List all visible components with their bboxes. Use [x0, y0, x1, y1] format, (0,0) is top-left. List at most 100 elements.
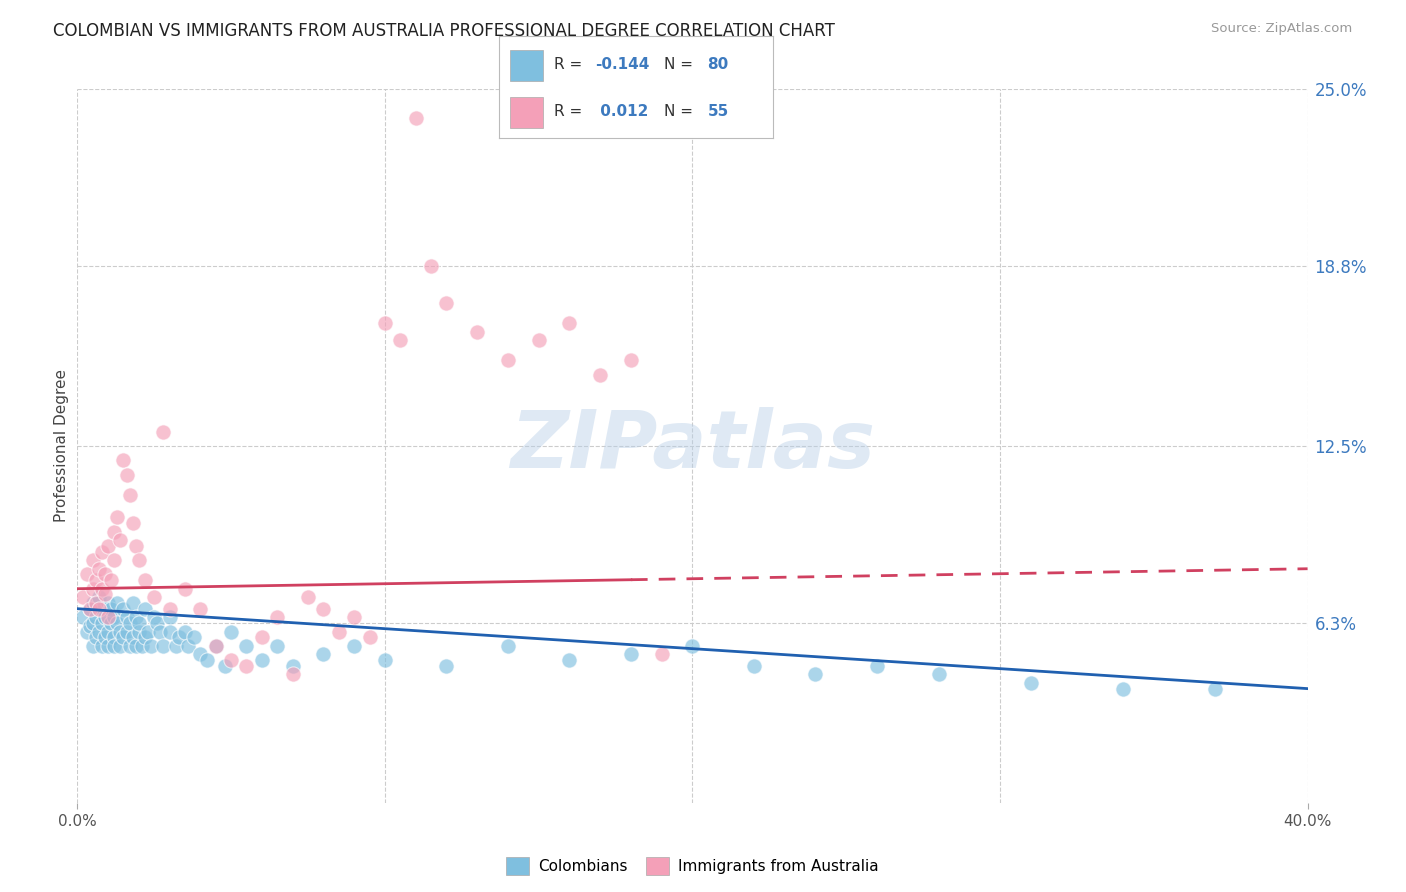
Point: [100, 601, 122, 615]
Point: [682, 639, 704, 653]
Point: [115, 624, 138, 639]
Point: [496, 639, 519, 653]
Point: [328, 624, 350, 639]
Point: [112, 630, 135, 644]
Point: [143, 610, 166, 624]
Point: [110, 639, 132, 653]
Point: [94, 567, 117, 582]
Point: [103, 630, 125, 644]
Text: N =: N =: [664, 104, 697, 120]
Point: [167, 630, 190, 644]
Point: [121, 596, 143, 610]
Point: [235, 639, 257, 653]
Point: [195, 653, 218, 667]
Point: [496, 353, 519, 368]
Point: [1204, 681, 1226, 696]
Point: [115, 467, 138, 482]
Point: [143, 591, 166, 605]
Point: [82, 553, 104, 567]
Point: [136, 624, 159, 639]
Point: [214, 658, 236, 673]
Point: [141, 639, 163, 653]
Point: [219, 624, 242, 639]
Point: [374, 316, 396, 330]
Point: [343, 610, 366, 624]
Point: [94, 587, 117, 601]
Point: [1019, 676, 1042, 690]
Point: [152, 639, 174, 653]
Point: [90, 582, 114, 596]
Point: [188, 601, 212, 615]
Text: N =: N =: [664, 57, 697, 72]
Point: [90, 615, 114, 630]
Point: [87, 591, 110, 605]
Point: [100, 615, 122, 630]
Point: [343, 639, 366, 653]
Point: [589, 368, 612, 382]
Point: [558, 316, 581, 330]
Point: [742, 658, 765, 673]
Point: [174, 582, 197, 596]
Point: [87, 562, 110, 576]
Point: [110, 624, 132, 639]
Point: [118, 487, 141, 501]
Point: [84, 596, 107, 610]
Point: [928, 667, 950, 681]
Point: [90, 544, 114, 558]
Point: [79, 601, 101, 615]
Point: [128, 553, 150, 567]
Point: [82, 582, 104, 596]
Point: [312, 601, 335, 615]
Point: [620, 353, 643, 368]
Point: [131, 639, 153, 653]
FancyBboxPatch shape: [510, 50, 543, 81]
Point: [436, 658, 458, 673]
Point: [465, 325, 488, 339]
Point: [420, 259, 443, 273]
Point: [110, 533, 132, 548]
Point: [651, 648, 673, 662]
Text: Source: ZipAtlas.com: Source: ZipAtlas.com: [1212, 22, 1353, 36]
Point: [183, 630, 205, 644]
Point: [266, 610, 288, 624]
Point: [105, 615, 128, 630]
Point: [87, 624, 110, 639]
Point: [105, 510, 128, 524]
Point: [82, 596, 104, 610]
Point: [389, 334, 412, 348]
Point: [82, 615, 104, 630]
Point: [121, 630, 143, 644]
Point: [84, 630, 107, 644]
Point: [128, 624, 150, 639]
Text: COLOMBIAN VS IMMIGRANTS FROM AUSTRALIA PROFESSIONAL DEGREE CORRELATION CHART: COLOMBIAN VS IMMIGRANTS FROM AUSTRALIA P…: [53, 22, 835, 40]
Point: [1112, 681, 1135, 696]
Point: [188, 648, 212, 662]
Point: [72, 610, 94, 624]
Point: [112, 453, 135, 467]
Y-axis label: Professional Degree: Professional Degree: [53, 369, 69, 523]
Point: [134, 630, 156, 644]
Point: [250, 630, 273, 644]
Point: [97, 639, 120, 653]
Point: [297, 591, 319, 605]
Point: [76, 567, 98, 582]
Point: [76, 624, 98, 639]
Point: [281, 667, 304, 681]
Point: [79, 619, 101, 633]
Point: [866, 658, 889, 673]
Point: [159, 601, 181, 615]
Point: [72, 591, 94, 605]
Legend: Colombians, Immigrants from Australia: Colombians, Immigrants from Australia: [501, 851, 884, 880]
Text: R =: R =: [554, 104, 588, 120]
Text: -0.144: -0.144: [595, 57, 650, 72]
Point: [90, 601, 114, 615]
Point: [312, 648, 335, 662]
Point: [250, 653, 273, 667]
Point: [84, 610, 107, 624]
Point: [620, 648, 643, 662]
Point: [125, 639, 148, 653]
Point: [118, 615, 141, 630]
Point: [266, 639, 288, 653]
Point: [94, 610, 117, 624]
Point: [118, 639, 141, 653]
